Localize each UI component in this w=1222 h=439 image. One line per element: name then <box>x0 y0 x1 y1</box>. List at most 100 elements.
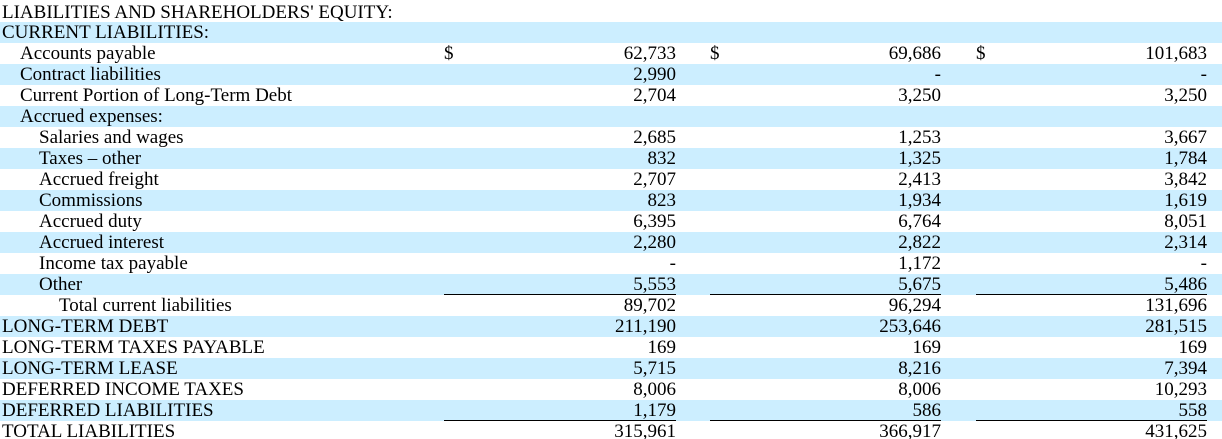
row-label: LIABILITIES AND SHAREHOLDERS' EQUITY: <box>2 1 393 23</box>
row-label: Contract liabilities <box>20 64 161 86</box>
value-cell: 8,216 <box>898 357 941 379</box>
value-cell: - <box>934 64 941 86</box>
value-cell: 169 <box>1178 336 1208 358</box>
currency-sign: $ <box>444 43 454 65</box>
row-label: Accounts payable <box>20 43 156 65</box>
table-row: Total current liabilities 89,702 96,294 131… <box>0 295 1222 316</box>
value-cell: 315,961 <box>614 420 676 439</box>
table-row: LONG-TERM LEASE 5,715 8,216 7,394 <box>0 357 1222 379</box>
table-row: Accrued freight 2,707 2,413 3,842 <box>0 169 1222 190</box>
value-cell: 2,314 <box>1164 231 1207 253</box>
row-label: Income tax payable <box>39 252 188 274</box>
value-cell: 5,675 <box>898 273 941 295</box>
underline-rule <box>710 420 941 421</box>
underline-rule <box>976 294 1207 296</box>
value-cell: 6,395 <box>633 211 676 232</box>
value-cell: 1,619 <box>1164 190 1207 212</box>
row-label: Other <box>39 273 83 295</box>
table-row: Accrued duty 6,395 6,764 8,051 <box>0 211 1222 232</box>
table-row: Current Portion of Long-Term Debt 2,704 3,… <box>0 85 1222 106</box>
value-cell: 7,394 <box>1164 357 1207 379</box>
row-label: DEFERRED INCOME TAXES <box>2 378 244 400</box>
row-label: CURRENT LIABILITIES: <box>2 22 210 44</box>
value-cell: 1,325 <box>898 148 941 170</box>
row-label: LONG-TERM LEASE <box>2 357 178 379</box>
value-cell: 2,990 <box>633 64 676 86</box>
value-cell: 3,250 <box>898 85 941 107</box>
table-row: Income tax payable - 1,172 - <box>0 253 1222 274</box>
value-cell: 366,917 <box>879 420 941 439</box>
value-cell: 2,704 <box>633 85 676 107</box>
row-label: LONG-TERM DEBT <box>2 315 169 337</box>
value-cell: - <box>1200 64 1207 86</box>
value-cell: 1,934 <box>898 190 941 212</box>
row-label: Accrued freight <box>39 169 159 191</box>
table-row: Accrued interest 2,280 2,822 2,314 <box>0 231 1222 253</box>
value-cell: 62,733 <box>623 43 676 65</box>
value-cell: 281,515 <box>1145 315 1207 337</box>
value-cell: 2,707 <box>633 169 676 191</box>
currency-sign: $ <box>710 43 720 65</box>
value-cell: 89,702 <box>623 294 676 316</box>
row-label: Total current liabilities <box>59 294 232 316</box>
value-cell: 5,486 <box>1164 273 1207 295</box>
table-row: Accrued expenses: <box>0 106 1222 128</box>
row-label: Current Portion of Long-Term Debt <box>20 85 293 107</box>
value-cell: 558 <box>1178 399 1208 421</box>
row-label: TOTAL LIABILITIES <box>2 420 176 439</box>
value-cell: 8,051 <box>1164 211 1207 232</box>
row-label: Accrued interest <box>39 231 165 253</box>
value-cell: 2,685 <box>633 127 676 149</box>
value-cell: - <box>669 252 676 274</box>
value-cell: - <box>1200 252 1207 274</box>
value-cell: 131,696 <box>1145 294 1207 316</box>
row-label: Salaries and wages <box>39 127 184 149</box>
table-row: Salaries and wages 2,685 1,253 3,667 <box>0 127 1222 148</box>
value-cell: 823 <box>647 190 677 212</box>
value-cell: 8,006 <box>633 378 676 400</box>
value-cell: 69,686 <box>888 43 941 65</box>
value-cell: 431,625 <box>1145 420 1207 439</box>
value-cell: 10,293 <box>1154 378 1207 400</box>
value-cell: 169 <box>647 336 677 358</box>
currency-sign: $ <box>976 43 986 65</box>
table-row: Other 5,553 5,675 5,486 <box>0 273 1222 295</box>
table-row: LONG-TERM TAXES PAYABLE 169 169 169 <box>0 337 1222 358</box>
value-cell: 96,294 <box>888 294 941 316</box>
value-cell: 3,667 <box>1164 127 1207 149</box>
value-cell: 1,179 <box>633 399 676 421</box>
value-cell: 5,553 <box>633 273 676 295</box>
table-row: Commissions 823 1,934 1,619 <box>0 190 1222 212</box>
row-label: LONG-TERM TAXES PAYABLE <box>2 336 265 358</box>
value-cell: 586 <box>912 399 942 421</box>
value-cell: 3,250 <box>1164 85 1207 107</box>
value-cell: 1,784 <box>1164 148 1207 170</box>
table-row: Contract liabilities 2,990 - - <box>0 64 1222 86</box>
table-row: LONG-TERM DEBT 211,190 253,646 281,515 <box>0 315 1222 337</box>
underline-rule <box>444 420 676 421</box>
row-label: Accrued expenses: <box>20 106 163 128</box>
value-cell: 3,842 <box>1164 169 1207 191</box>
table-row: DEFERRED LIABILITIES 1,179 586 558 <box>0 399 1222 421</box>
value-cell: 101,683 <box>1145 43 1207 65</box>
value-cell: 2,822 <box>898 231 941 253</box>
underline-rule <box>976 420 1207 421</box>
row-label: Taxes – other <box>39 148 142 170</box>
table-row: Accounts payable $ $ $62,733 69,686 101,683 <box>0 43 1222 64</box>
underline-rule <box>444 294 676 296</box>
table-row: CURRENT LIABILITIES: <box>0 22 1222 44</box>
row-label: Commissions <box>39 190 143 212</box>
underline-rule <box>710 294 941 296</box>
table-row: TOTAL LIABILITIES 315,961 366,917 431,625 <box>0 421 1222 439</box>
table-row: DEFERRED INCOME TAXES 8,006 8,006 10,293 <box>0 379 1222 400</box>
value-cell: 211,190 <box>614 315 676 337</box>
table-row: LIABILITIES AND SHAREHOLDERS' EQUITY: <box>0 2 1222 23</box>
table-row: Taxes – other 832 1,325 1,784 <box>0 148 1222 170</box>
value-cell: 253,646 <box>879 315 941 337</box>
value-cell: 2,280 <box>633 231 676 253</box>
value-cell: 1,172 <box>898 252 941 274</box>
value-cell: 1,253 <box>898 127 941 149</box>
row-label: Accrued duty <box>39 211 142 232</box>
value-cell: 5,715 <box>633 357 676 379</box>
